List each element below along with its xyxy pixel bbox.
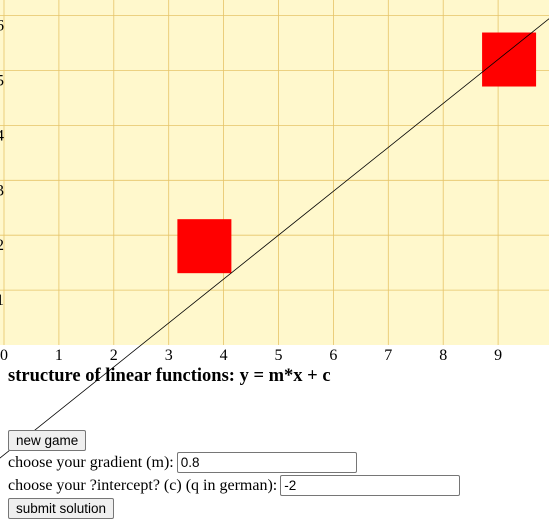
y-tick-label: 2	[0, 237, 4, 254]
function-line	[0, 18, 549, 459]
x-tick-label: 7	[384, 347, 392, 364]
x-tick-label: 0	[0, 347, 8, 364]
grid	[0, 0, 549, 345]
plot-background	[0, 0, 549, 345]
x-tick-label: 4	[220, 347, 228, 364]
submit-solution-button[interactable]: submit solution	[8, 498, 115, 519]
x-tick-label: 5	[275, 347, 283, 364]
x-tick-label: 6	[329, 347, 337, 364]
gradient-row: choose your gradient (m):	[8, 452, 357, 473]
y-tick-label: 1	[0, 292, 4, 309]
intercept-input[interactable]	[280, 475, 461, 496]
page-title: structure of linear functions: y = m*x +…	[8, 366, 331, 386]
intercept-row: choose your ?intercept? (c) (q in german…	[8, 475, 461, 496]
x-tick-label: 1	[55, 347, 63, 364]
target-square	[177, 219, 232, 274]
y-tick-label: 5	[0, 73, 4, 90]
new-game-button[interactable]: new game	[8, 430, 87, 451]
y-tick-label: 6	[0, 18, 4, 35]
gradient-label: choose your gradient (m):	[8, 453, 174, 471]
targets	[177, 32, 537, 274]
function-line-layer	[0, 18, 549, 459]
x-tick-label: 9	[494, 347, 502, 364]
target-square	[482, 32, 537, 87]
x-tick-label: 3	[165, 347, 173, 364]
intercept-label: choose your ?intercept? (c) (q in german…	[8, 476, 278, 494]
gradient-input[interactable]	[176, 452, 357, 473]
y-tick-label: 3	[0, 182, 4, 199]
y-tick-label: 4	[0, 127, 4, 144]
axis-tick-labels: 0 1 2 3 4 5 6 7 8 9 1 2 3 4 5 6	[0, 18, 502, 364]
x-tick-label: 2	[110, 347, 118, 364]
x-tick-label: 8	[439, 347, 447, 364]
